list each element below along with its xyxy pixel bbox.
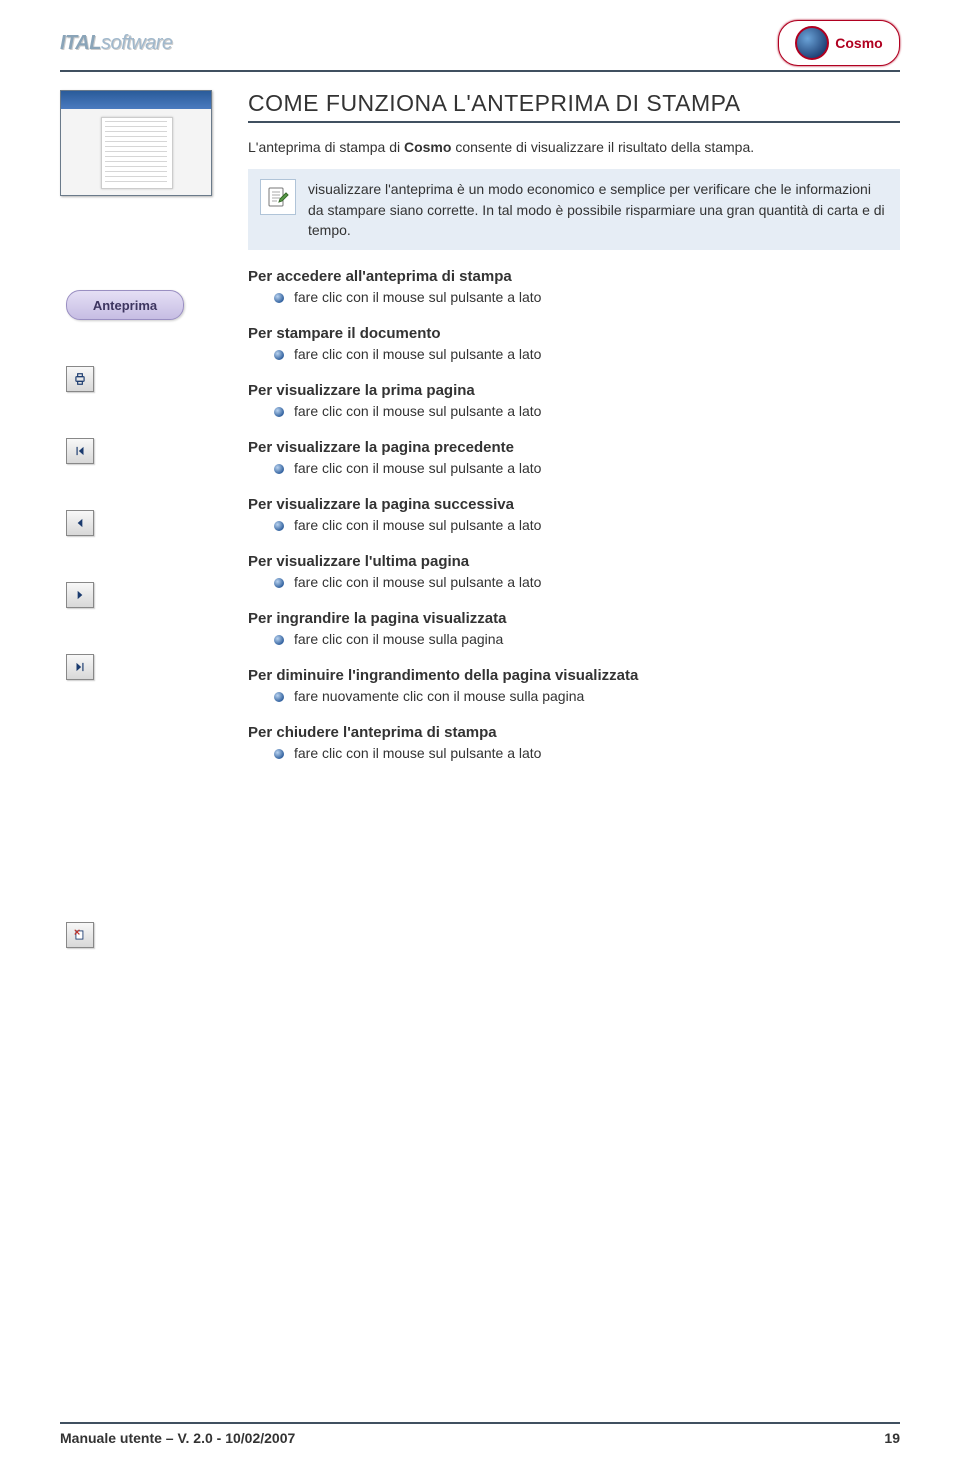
bullet-icon bbox=[274, 578, 284, 588]
next-page-icon[interactable] bbox=[66, 582, 94, 608]
bullet-text: fare clic con il mouse sul pulsante a la… bbox=[294, 574, 541, 590]
section-heading: Per stampare il documento bbox=[248, 325, 900, 342]
cosmo-logo: Cosmo bbox=[778, 20, 900, 66]
page-header: ITALsoftware Cosmo bbox=[60, 20, 900, 66]
bullet-icon bbox=[274, 293, 284, 303]
close-preview-icon[interactable] bbox=[66, 922, 94, 948]
bullet-icon bbox=[274, 464, 284, 474]
section-8: Per chiudere l'anteprima di stampa fare … bbox=[248, 724, 900, 761]
section-heading: Per accedere all'anteprima di stampa bbox=[248, 268, 900, 285]
sidebar: Anteprima bbox=[60, 84, 230, 948]
footer-left: Manuale utente – V. 2.0 - 10/02/2007 bbox=[60, 1430, 295, 1446]
bullet-icon bbox=[274, 407, 284, 417]
section-heading: Per ingrandire la pagina visualizzata bbox=[248, 610, 900, 627]
title-rule bbox=[248, 121, 900, 123]
logo-left-a: ITAL bbox=[60, 32, 101, 54]
bullet-icon bbox=[274, 635, 284, 645]
note-icon bbox=[260, 179, 296, 215]
intro-a: L'anteprima di stampa di bbox=[248, 139, 404, 155]
intro-bold: Cosmo bbox=[404, 139, 451, 155]
section-4: Per visualizzare la pagina successiva fa… bbox=[248, 496, 900, 533]
bullet-text: fare nuovamente clic con il mouse sulla … bbox=[294, 688, 584, 704]
main-content: COME FUNZIONA L'ANTEPRIMA DI STAMPA L'an… bbox=[248, 84, 900, 948]
cosmo-logo-text: Cosmo bbox=[835, 35, 882, 51]
section-6: Per ingrandire la pagina visualizzata fa… bbox=[248, 610, 900, 647]
bullet-text: fare clic con il mouse sul pulsante a la… bbox=[294, 403, 541, 419]
header-rule bbox=[60, 70, 900, 72]
print-icon[interactable] bbox=[66, 366, 94, 392]
section-heading: Per visualizzare l'ultima pagina bbox=[248, 553, 900, 570]
logo-left-b: software bbox=[101, 32, 173, 54]
section-heading: Per visualizzare la prima pagina bbox=[248, 382, 900, 399]
bullet-icon bbox=[274, 521, 284, 531]
globe-icon bbox=[795, 26, 829, 60]
callout-text: visualizzare l'anteprima è un modo econo… bbox=[308, 179, 888, 240]
section-heading: Per diminuire l'ingrandimento della pagi… bbox=[248, 667, 900, 684]
section-2: Per visualizzare la prima pagina fare cl… bbox=[248, 382, 900, 419]
section-heading: Per visualizzare la pagina successiva bbox=[248, 496, 900, 513]
first-page-icon[interactable] bbox=[66, 438, 94, 464]
section-1: Per stampare il documento fare clic con … bbox=[248, 325, 900, 362]
section-7: Per diminuire l'ingrandimento della pagi… bbox=[248, 667, 900, 704]
bullet-icon bbox=[274, 749, 284, 759]
previous-page-icon[interactable] bbox=[66, 510, 94, 536]
page-number: 19 bbox=[884, 1430, 900, 1446]
bullet-text: fare clic con il mouse sulla pagina bbox=[294, 631, 503, 647]
anteprima-label: Anteprima bbox=[93, 298, 157, 313]
last-page-icon[interactable] bbox=[66, 654, 94, 680]
section-5: Per visualizzare l'ultima pagina fare cl… bbox=[248, 553, 900, 590]
bullet-text: fare clic con il mouse sul pulsante a la… bbox=[294, 517, 541, 533]
bullet-text: fare clic con il mouse sul pulsante a la… bbox=[294, 289, 541, 305]
section-heading: Per chiudere l'anteprima di stampa bbox=[248, 724, 900, 741]
intro-b: consente di visualizzare il risultato de… bbox=[451, 139, 754, 155]
italsoftware-logo: ITALsoftware bbox=[60, 32, 173, 55]
bullet-text: fare clic con il mouse sul pulsante a la… bbox=[294, 745, 541, 761]
bullet-icon bbox=[274, 350, 284, 360]
print-preview-thumbnail bbox=[60, 90, 212, 196]
bullet-icon bbox=[274, 692, 284, 702]
section-0: Per accedere all'anteprima di stampa far… bbox=[248, 268, 900, 305]
page-footer: Manuale utente – V. 2.0 - 10/02/2007 19 bbox=[60, 1422, 900, 1446]
bullet-text: fare clic con il mouse sul pulsante a la… bbox=[294, 346, 541, 362]
footer-rule bbox=[60, 1422, 900, 1424]
intro-paragraph: L'anteprima di stampa di Cosmo consente … bbox=[248, 137, 900, 157]
page-title: COME FUNZIONA L'ANTEPRIMA DI STAMPA bbox=[248, 90, 900, 117]
info-callout: visualizzare l'anteprima è un modo econo… bbox=[248, 169, 900, 250]
section-3: Per visualizzare la pagina precedente fa… bbox=[248, 439, 900, 476]
section-heading: Per visualizzare la pagina precedente bbox=[248, 439, 900, 456]
anteprima-button[interactable]: Anteprima bbox=[66, 290, 184, 320]
bullet-text: fare clic con il mouse sul pulsante a la… bbox=[294, 460, 541, 476]
